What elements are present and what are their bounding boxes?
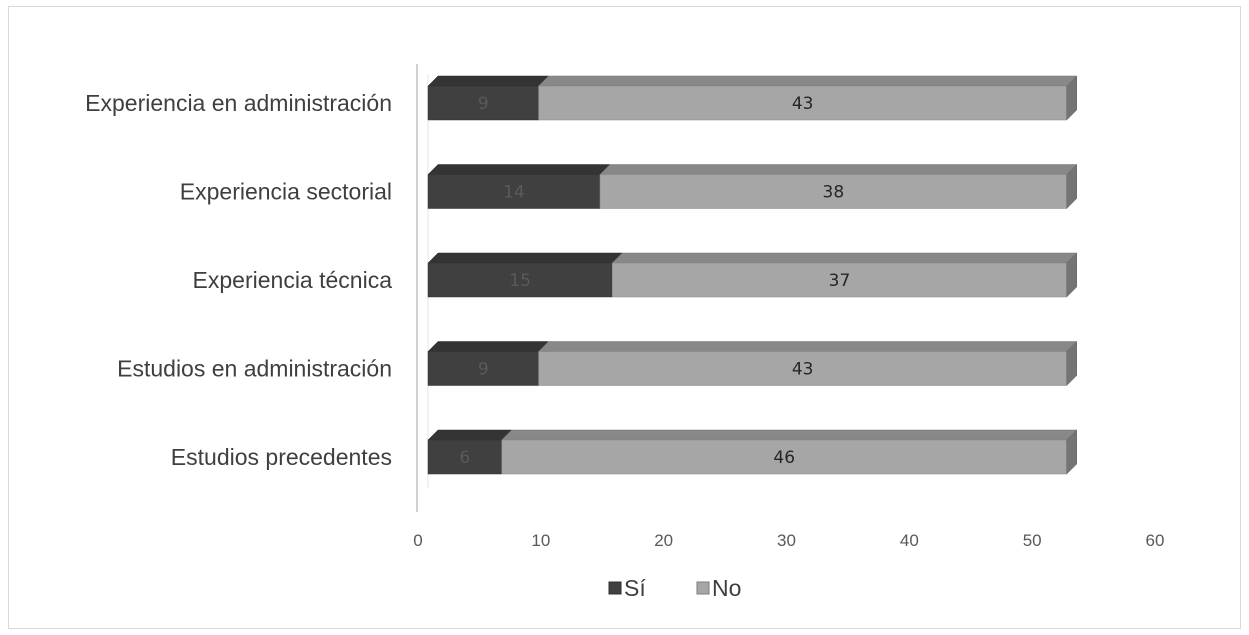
legend-label: Sí <box>624 575 646 601</box>
data-label: 9 <box>478 360 489 380</box>
bar-no <box>612 262 1067 298</box>
x-tick-label: 50 <box>1023 531 1042 550</box>
category-label: Estudios precedentes <box>171 444 392 470</box>
x-tick-label: 40 <box>900 531 919 550</box>
bar-top-face <box>599 164 1078 175</box>
bar-si <box>427 174 601 209</box>
bar-top-face <box>537 341 1078 352</box>
bar-no <box>501 439 1067 475</box>
legend-swatch-no <box>696 581 710 595</box>
x-tick-label: 30 <box>777 531 796 550</box>
data-label: 46 <box>773 448 795 468</box>
bar-no <box>538 351 1067 386</box>
bar-si <box>427 262 613 298</box>
bar-si <box>427 351 539 386</box>
bar-top-face <box>537 75 1078 87</box>
x-tick-label: 60 <box>1146 531 1165 550</box>
category-label: Experiencia sectorial <box>180 179 392 205</box>
bar-side-face <box>1066 252 1077 298</box>
bar-top-face <box>427 164 611 175</box>
x-tick-label: 10 <box>531 531 550 550</box>
bar-top-face <box>427 252 623 264</box>
bar-no <box>599 174 1067 209</box>
legend-swatch-si <box>608 581 622 595</box>
bar-side-face <box>1066 340 1077 387</box>
bar-si <box>427 85 539 121</box>
x-tick-label: 0 <box>413 531 422 550</box>
data-label: 43 <box>792 360 814 380</box>
bar-top-face <box>427 429 513 441</box>
legend-label: No <box>712 575 741 601</box>
data-label: 15 <box>509 271 531 291</box>
data-label: 6 <box>459 448 470 468</box>
category-label: Experiencia técnica <box>193 267 393 293</box>
data-label: 38 <box>823 183 845 203</box>
data-label: 9 <box>478 94 489 114</box>
bar-side-face <box>1066 75 1077 121</box>
data-label: 14 <box>503 183 525 203</box>
x-tick-label: 20 <box>654 531 673 550</box>
category-label: Experiencia en administración <box>85 90 392 116</box>
bar-top-face <box>427 75 550 87</box>
data-label: 37 <box>829 271 851 291</box>
bar-side-face <box>1066 163 1077 210</box>
bar-side-face <box>1066 429 1077 475</box>
bar-top-face <box>611 252 1078 264</box>
data-label: 43 <box>792 94 814 114</box>
bar-top-face <box>501 429 1078 441</box>
bar-top-face <box>427 341 550 352</box>
bar-si <box>427 439 502 475</box>
category-label: Estudios en administración <box>117 356 392 382</box>
bar-no <box>538 85 1067 121</box>
